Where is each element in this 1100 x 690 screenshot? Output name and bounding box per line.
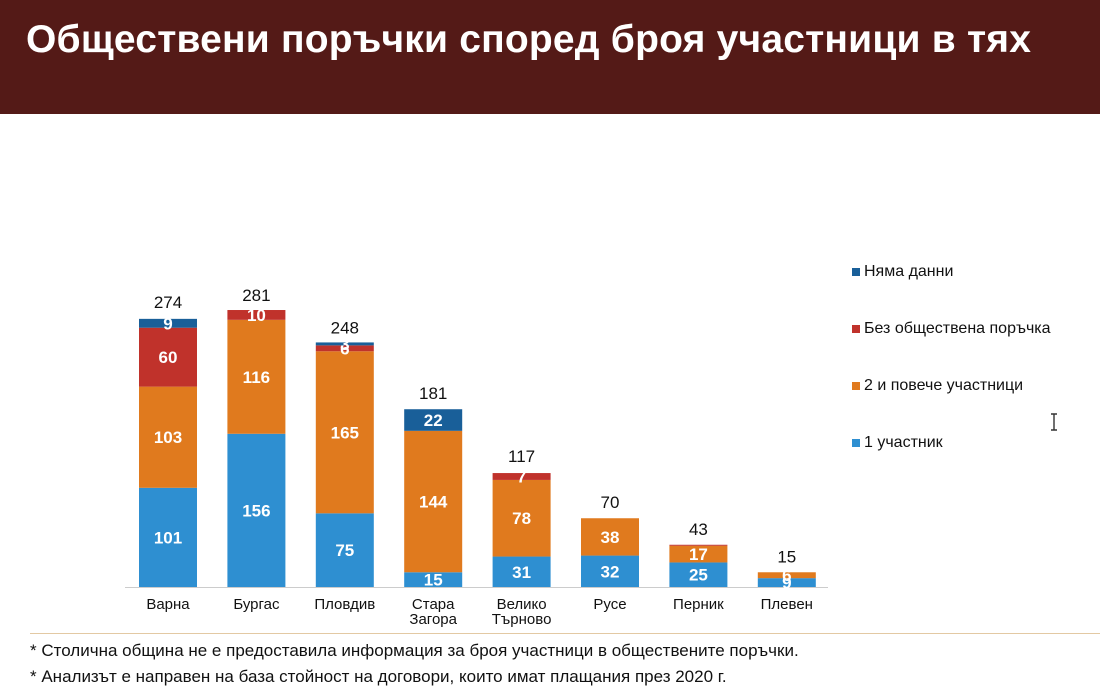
x-tick-label: Перник (673, 596, 724, 613)
data-label: 9 (163, 314, 172, 333)
total-label: 43 (689, 520, 708, 539)
bar-segment-two-plus-participants (315, 351, 374, 514)
data-label: 60 (159, 348, 178, 367)
total-label: 248 (331, 318, 359, 337)
bar-segment-two-plus-participants (581, 518, 639, 556)
data-label: 3 (340, 335, 349, 354)
total-label: 181 (419, 384, 447, 403)
text-cursor-icon (1051, 413, 1057, 431)
x-tick-label: Плевен (761, 596, 813, 613)
bar-segment-two-plus-participants (492, 479, 551, 557)
data-label: 6 (782, 566, 791, 585)
bar-segment-one-participant (404, 572, 463, 587)
data-label: 75 (335, 541, 354, 560)
x-tick-label: Бургас (233, 596, 280, 613)
bar-segment-one-participant (227, 433, 286, 587)
bar-segment-no-procurement (227, 310, 286, 320)
bar-segment-no-data (139, 318, 197, 328)
bar-segment-no-procurement (139, 327, 197, 387)
data-label: 7 (517, 468, 526, 487)
legend-swatch (852, 439, 860, 447)
data-label: 9 (782, 574, 791, 593)
data-label: 31 (512, 563, 531, 582)
data-label: 103 (154, 428, 182, 447)
bar-segment-no-procurement (669, 544, 728, 546)
data-label: 101 (154, 528, 182, 547)
data-label: 156 (242, 501, 270, 520)
bar-segment-one-participant (581, 555, 639, 587)
bar-segment-one-participant (315, 513, 374, 587)
bar-segment-one-participant (669, 562, 728, 587)
data-label: 15 (424, 571, 443, 590)
bar-segment-two-plus-participants (669, 545, 728, 563)
title-banner: Обществени поръчки според броя участници… (0, 0, 1100, 114)
legend-swatch (852, 382, 860, 390)
data-label: 144 (419, 493, 448, 512)
legend-item: 2 и повече участници (852, 376, 1023, 396)
x-tick-label: Загора (409, 611, 457, 628)
legend-label: 1 участник (864, 434, 943, 451)
bar-segment-two-plus-participants (757, 572, 816, 579)
x-tick-label: Търново (492, 611, 552, 628)
footnotes: * Столична община не е предоставила инфо… (30, 638, 799, 690)
total-label: 70 (601, 493, 620, 512)
data-label: 116 (243, 368, 270, 387)
x-tick-label: Стара (412, 596, 455, 613)
data-label: 25 (689, 566, 708, 585)
bar-segment-no-procurement (315, 345, 374, 352)
footnote-1: * Столична община не е предоставила инфо… (30, 641, 799, 660)
footnote-2: * Анализът е направен на база стойност н… (30, 667, 727, 686)
x-tick-label: Пловдив (314, 596, 375, 613)
bar-segment-no-data (404, 409, 463, 431)
total-label: 274 (154, 293, 182, 312)
bar-segment-one-participant (757, 578, 816, 587)
bar-segment-two-plus-participants (404, 430, 463, 573)
legend-swatch (852, 325, 860, 333)
bar-segment-two-plus-participants (227, 319, 286, 434)
footnote-divider (30, 633, 1100, 634)
data-label: 6 (340, 339, 349, 358)
legend-item: 1 участник (852, 433, 943, 453)
data-label: 32 (601, 562, 620, 581)
stacked-bar-chart: 101103609274Варна15611610281Бургас751656… (125, 286, 828, 628)
total-label: 281 (242, 286, 270, 305)
bar-segment-two-plus-participants (139, 386, 197, 488)
legend-label: Няма данни (864, 263, 954, 280)
data-label: 22 (424, 411, 443, 430)
data-label: 10 (247, 306, 266, 325)
data-label: 78 (512, 509, 531, 528)
legend-item: Без обществена поръчка (852, 319, 1051, 339)
legend-label: 2 и повече участници (864, 377, 1024, 394)
data-label: 165 (331, 423, 359, 442)
total-label: 15 (777, 547, 796, 566)
bar-segment-no-procurement (492, 473, 551, 480)
x-tick-label: Русе (593, 596, 626, 613)
page-title: Обществени поръчки според броя участници… (26, 18, 1032, 61)
bar-segment-no-data (315, 342, 374, 346)
total-label: 117 (508, 447, 535, 466)
data-label: 17 (689, 545, 708, 564)
data-label: 38 (601, 528, 620, 547)
x-tick-label: Варна (146, 596, 190, 613)
bar-segment-one-participant (139, 487, 197, 587)
x-tick-label: Велико (497, 596, 547, 613)
bar-segment-one-participant (492, 556, 551, 587)
legend-label: Без обществена поръчка (864, 320, 1051, 337)
legend-swatch (852, 268, 860, 276)
legend-item: Няма данни (852, 262, 953, 282)
